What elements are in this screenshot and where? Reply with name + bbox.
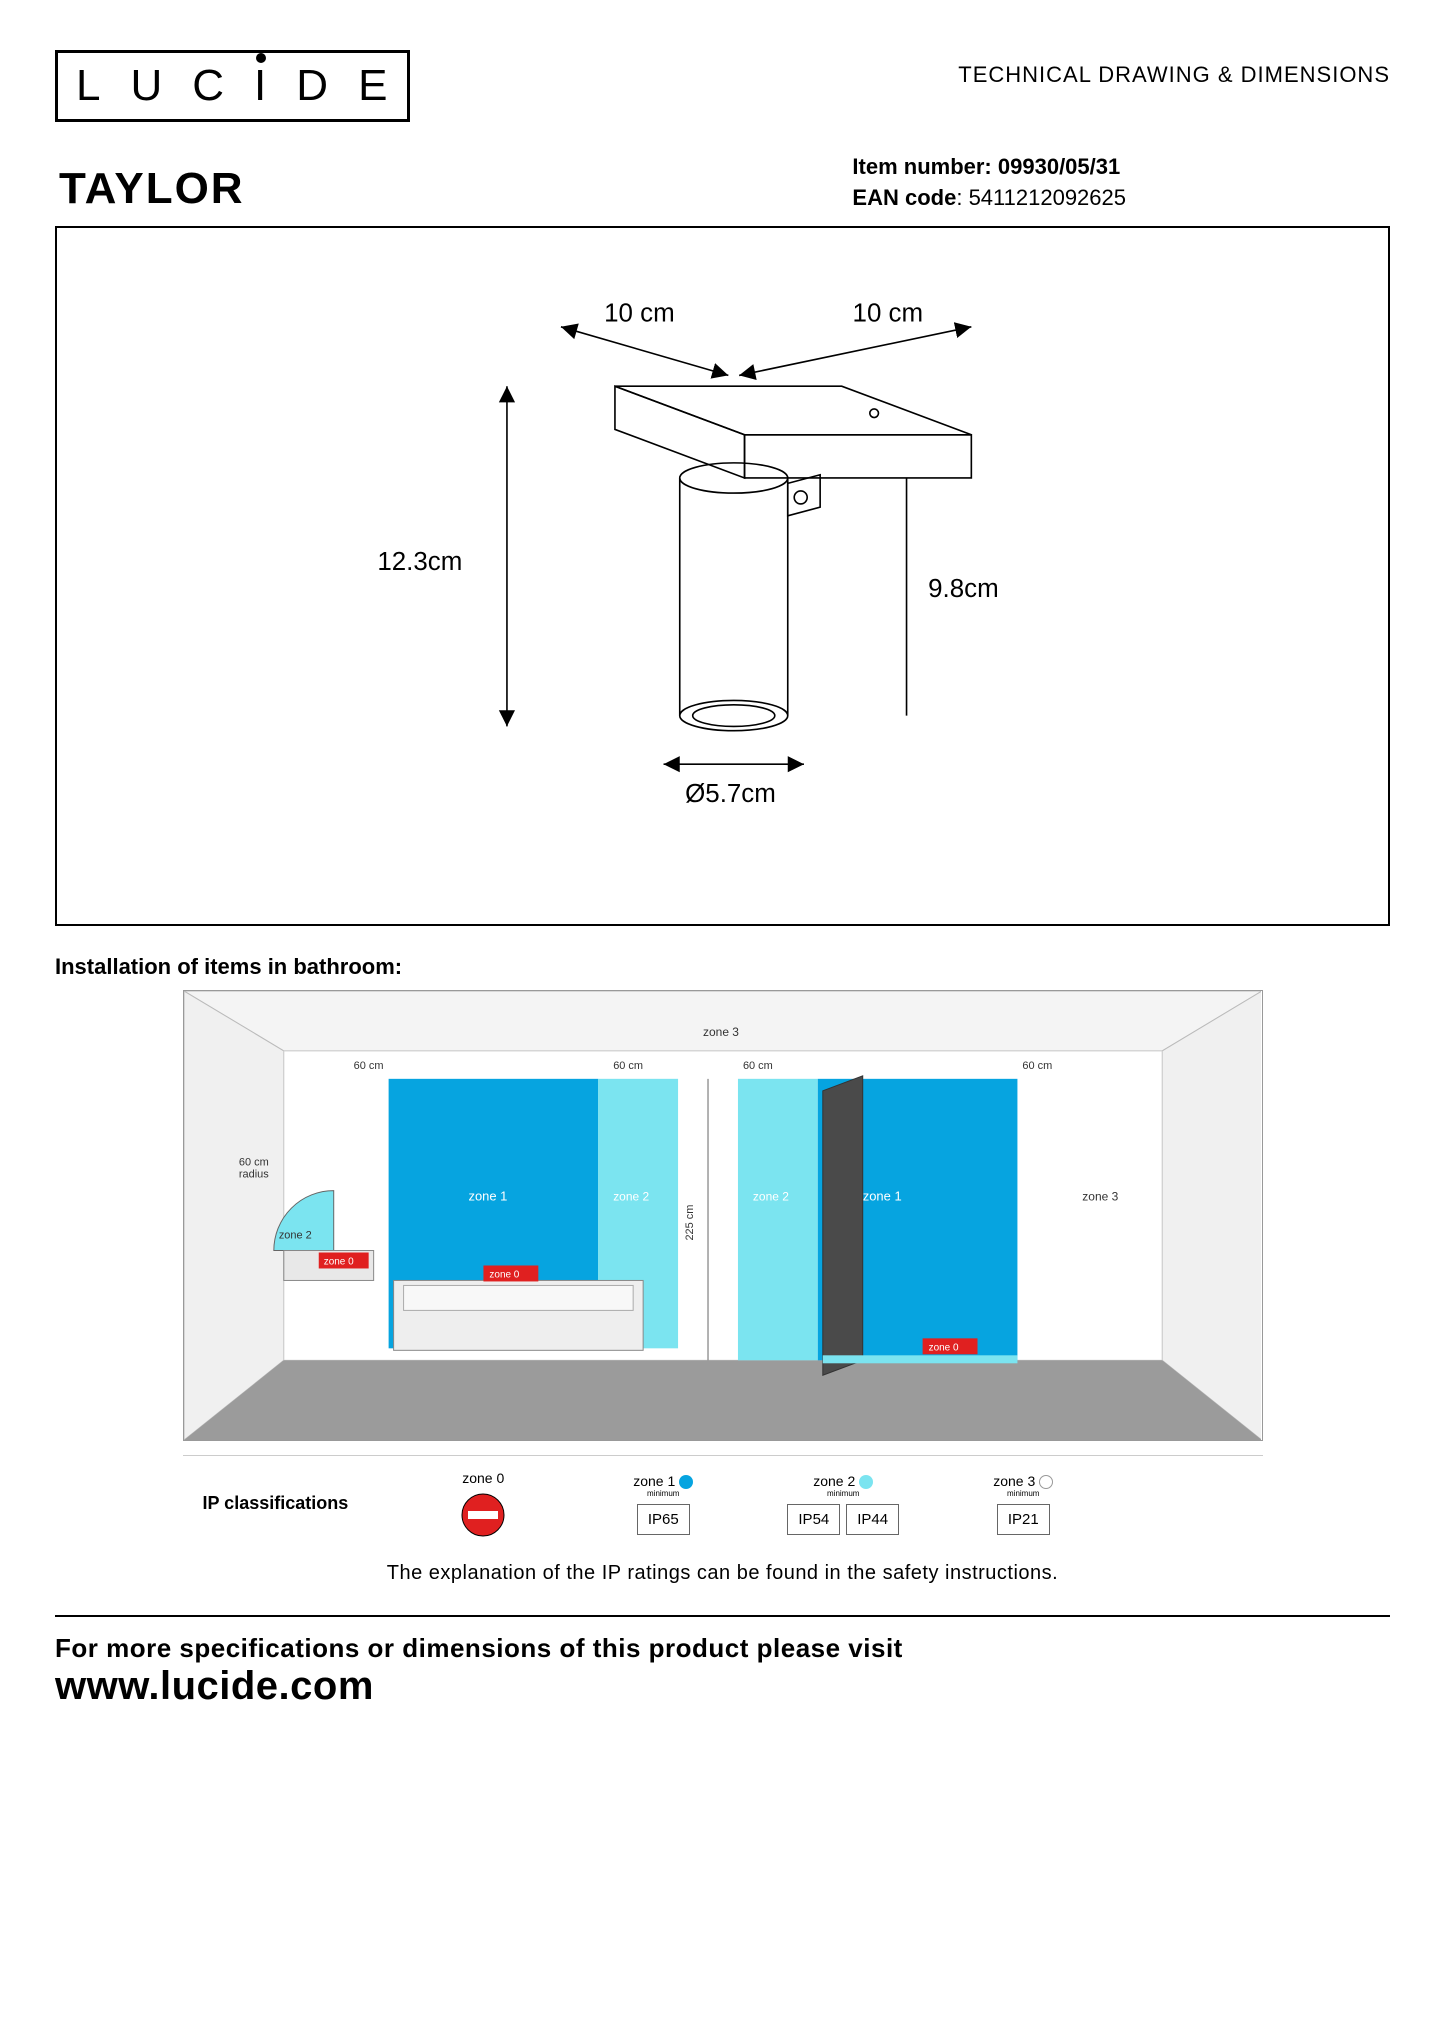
zone2-label: zone 2	[752, 1189, 788, 1203]
ean-value: 5411212092625	[969, 185, 1126, 210]
footer-divider	[55, 1615, 1390, 1617]
ip-note: The explanation of the IP ratings can be…	[55, 1562, 1390, 1585]
product-meta: Item number: 09930/05/31 EAN code: 54112…	[852, 152, 1126, 214]
zone-name: zone 3	[993, 1473, 1035, 1489]
ean-label: EAN code	[852, 185, 956, 210]
minimum-label: minimum	[647, 1489, 679, 1498]
zone-name: zone 1	[633, 1473, 675, 1489]
no-entry-icon	[460, 1492, 506, 1538]
item-number-label: Item number:	[852, 154, 991, 179]
product-name: TAYLOR	[59, 164, 245, 214]
dim-60cm-radius: 60 cmradius	[238, 1156, 268, 1180]
logo-letter: E	[358, 61, 389, 111]
ip-zone-2: zone 2 minimum IP54 IP44	[778, 1473, 908, 1535]
dim-height: 12.3cm	[377, 548, 462, 576]
technical-drawing-frame: 10 cm 10 cm 12.3cm 9.8cm Ø5.7cm	[55, 226, 1390, 926]
dim-60cm: 60 cm	[613, 1059, 643, 1071]
zone-name: zone 2	[813, 1473, 855, 1489]
ip-rating: IP44	[846, 1504, 899, 1535]
zone0-label: zone 0	[489, 1269, 519, 1280]
ip-zone-3: zone 3 minimum IP21	[958, 1473, 1088, 1535]
dim-cyl-height: 9.8cm	[928, 575, 999, 603]
minimum-label: minimum	[1007, 1489, 1039, 1498]
zone3-top-label: zone 3	[703, 1025, 739, 1039]
ip-zone-0: zone 0	[418, 1470, 548, 1538]
footer-url: www.lucide.com	[55, 1664, 1390, 1709]
title-row: TAYLOR Item number: 09930/05/31 EAN code…	[55, 152, 1390, 214]
logo-letter: U	[130, 61, 164, 111]
bathroom-diagram: zone 3 60 cm 60 cm 60 cm 60 cm 60 cmradi…	[184, 991, 1262, 1440]
zone0-label: zone 0	[323, 1256, 353, 1267]
ip-rating: IP65	[637, 1504, 690, 1535]
brand-logo: L U C I D E	[55, 50, 410, 122]
logo-letter: C	[192, 61, 226, 111]
dim-width: 10 cm	[604, 300, 675, 328]
zone3-label: zone 3	[1082, 1189, 1118, 1203]
zone-name: zone 0	[462, 1470, 504, 1486]
zone0-label: zone 0	[928, 1342, 958, 1353]
ip-rating: IP21	[997, 1504, 1050, 1535]
dim-225cm: 225 cm	[684, 1204, 696, 1240]
page-title: TECHNICAL DRAWING & DIMENSIONS	[958, 62, 1390, 88]
ip-classifications-label: IP classifications	[203, 1493, 349, 1514]
zone-swatch	[859, 1475, 873, 1489]
dim-60cm: 60 cm	[353, 1059, 383, 1071]
ip-classifications-row: IP classifications zone 0 zone 1 minimum…	[183, 1455, 1263, 1556]
dim-60cm: 60 cm	[1022, 1059, 1052, 1071]
logo-letter: D	[296, 61, 330, 111]
bathroom-diagram-frame: zone 3 60 cm 60 cm 60 cm 60 cm 60 cmradi…	[183, 990, 1263, 1441]
ip-rating: IP54	[787, 1504, 840, 1535]
footer-text: For more specifications or dimensions of…	[55, 1633, 1390, 1664]
minimum-label: minimum	[827, 1489, 859, 1498]
technical-drawing: 10 cm 10 cm 12.3cm 9.8cm Ø5.7cm	[124, 262, 1322, 888]
zone2-label: zone 2	[278, 1229, 311, 1241]
dim-60cm: 60 cm	[742, 1059, 772, 1071]
item-number: 09930/05/31	[998, 154, 1120, 179]
zone1-label: zone 1	[468, 1188, 507, 1203]
logo-letter: I	[254, 61, 268, 111]
zone-swatch	[679, 1475, 693, 1489]
header-row: L U C I D E TECHNICAL DRAWING & DIMENSIO…	[55, 50, 1390, 122]
logo-letter: L	[76, 61, 102, 111]
dim-diameter: Ø5.7cm	[685, 780, 776, 808]
zone2-label: zone 2	[613, 1189, 649, 1203]
dim-depth: 10 cm	[852, 300, 923, 328]
ip-zone-1: zone 1 minimum IP65	[598, 1473, 728, 1535]
zone1-label: zone 1	[862, 1188, 901, 1203]
bathroom-section-label: Installation of items in bathroom:	[55, 954, 1390, 980]
zone-swatch	[1039, 1475, 1053, 1489]
